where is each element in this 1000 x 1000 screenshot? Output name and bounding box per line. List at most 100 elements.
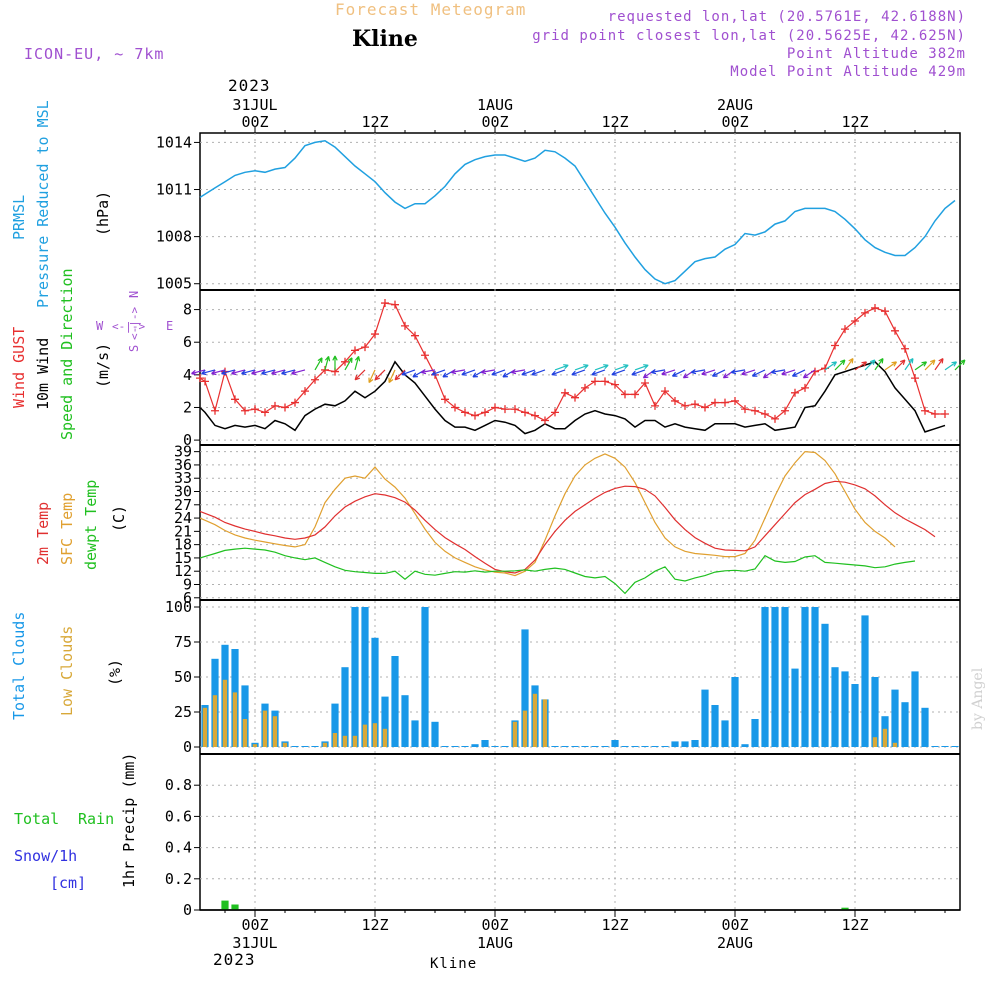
date-label-bottom: 2AUG [717, 934, 753, 952]
bottom-year: 2023 [213, 950, 256, 969]
total-cloud-bar [241, 685, 249, 747]
rain-label: Rain [78, 810, 114, 828]
wind-gust-marker [371, 330, 379, 339]
low-cloud-bar [202, 707, 208, 747]
compass-arrows-h: <-|-> [112, 320, 145, 333]
wind-gust-marker [761, 410, 769, 418]
wind-gust-marker [731, 396, 739, 405]
compass-west: W [96, 319, 104, 333]
y-tick-label: 75 [174, 633, 192, 651]
wind-direction-arrow [802, 369, 816, 379]
wind-gust-marker [411, 331, 419, 340]
low-cloud-bar [352, 735, 358, 747]
total-cloud-bar [921, 707, 929, 747]
time-label-bottom: 00Z [721, 916, 748, 934]
wind-gust-marker [671, 396, 679, 405]
wind-direction-arrow [201, 369, 216, 376]
total-cloud-bar [801, 607, 809, 747]
total-cloud-bar [701, 689, 709, 747]
wind-gust-marker [921, 406, 929, 415]
tsfc-line [199, 450, 896, 577]
point-altitude: Point Altitude 382m [786, 46, 966, 62]
total-cloud-bar [841, 671, 849, 747]
wind-gust-line [199, 302, 945, 422]
gridpoint-coords: grid point closest lon,lat (20.5625E, 42… [532, 28, 966, 44]
wind-gust-marker [471, 411, 479, 420]
total-cloud-bar [901, 702, 909, 747]
total-cloud-bar [371, 637, 379, 747]
wind-gust-marker [501, 405, 509, 414]
chart-title: Forecast Meteogram [335, 0, 527, 19]
pressure-label-long: Pressure Reduced to MSL [34, 100, 52, 308]
wind-gust-marker [681, 401, 689, 410]
y-tick-label: 8 [183, 301, 192, 319]
wind-direction-arrow [211, 369, 226, 376]
total-cloud-bar [291, 746, 299, 747]
wind-gust-marker [421, 351, 429, 360]
wind-gust-marker [791, 388, 799, 397]
wind-gust-marker [751, 406, 759, 415]
wind-direction-arrow [741, 369, 756, 376]
wind-direction-arrow [401, 369, 416, 376]
wind-gust-marker [341, 357, 349, 366]
wind-direction-arrow [461, 369, 476, 376]
wind-direction-arrow [934, 357, 944, 371]
total-cloud-bar [331, 703, 339, 747]
y-tick-label: 1008 [156, 228, 192, 246]
wind-gust-marker [691, 400, 699, 409]
plot-frame [199, 132, 961, 911]
snow-label: Snow/1h [14, 847, 77, 865]
low-cloud-bar [332, 733, 338, 747]
dewpoint-line [199, 547, 916, 595]
wind-direction-arrow [791, 369, 806, 377]
wind-unit: (m/s) [94, 343, 112, 388]
total-cloud-bar [721, 720, 729, 747]
wind-direction-arrow [388, 369, 396, 384]
wind-direction-arrow [271, 369, 286, 376]
clouds-unit: (%) [106, 659, 124, 686]
location-title: Kline [352, 26, 418, 52]
wind-direction-arrow [894, 359, 906, 371]
total-cloud-bar [421, 607, 429, 747]
wind-gust-marker [741, 405, 749, 414]
wind-direction-arrow [354, 356, 361, 371]
total-cloud-bar [651, 746, 659, 747]
total-cloud-bar [411, 720, 419, 747]
total-cloud-bar [361, 607, 369, 747]
total-cloud-bar [351, 607, 359, 747]
wind-gust-marker [551, 408, 559, 417]
wind-gust-marker [311, 375, 319, 384]
low-cloud-bar [342, 735, 348, 747]
total-cloud-bar [601, 746, 609, 747]
total-cloud-bar [731, 677, 739, 747]
rain-bar [221, 900, 229, 910]
y-tick-label: 4 [183, 366, 192, 384]
time-label-bottom: 12Z [601, 916, 628, 934]
date-label-bottom: 31JUL [232, 934, 277, 952]
wind-direction-arrow [594, 364, 609, 371]
wind-gust-marker [351, 346, 359, 355]
wind-direction-arrow [521, 369, 536, 376]
credit-watermark: by Angel [970, 667, 986, 730]
low-cloud-bar [882, 728, 888, 747]
total-cloud-bar [391, 656, 399, 747]
wind-gust-marker [831, 341, 839, 350]
total-cloud-bar [891, 689, 899, 747]
wind-direction-arrow [770, 369, 786, 375]
total-cloud-bar [471, 744, 479, 747]
wind-gust-marker [851, 317, 859, 325]
wind-direction-arrow [701, 369, 716, 376]
snow-unit: [cm] [50, 874, 86, 892]
y-tick-label: 9 [183, 576, 192, 594]
wind-gust-marker [481, 408, 489, 417]
total-cloud-bar [631, 746, 639, 747]
wind-direction-arrow [944, 361, 958, 371]
wind-gust-marker [871, 303, 879, 312]
wind-direction-arrow [711, 369, 726, 377]
wind-gust-marker [511, 405, 519, 414]
total-cloud-bar [771, 607, 779, 747]
y-tick-label: 39 [174, 443, 192, 461]
compass-north: N [127, 291, 141, 298]
wind-gust-marker [301, 387, 309, 396]
precip-axis-label: 1hr Precip (mm) [120, 753, 138, 888]
